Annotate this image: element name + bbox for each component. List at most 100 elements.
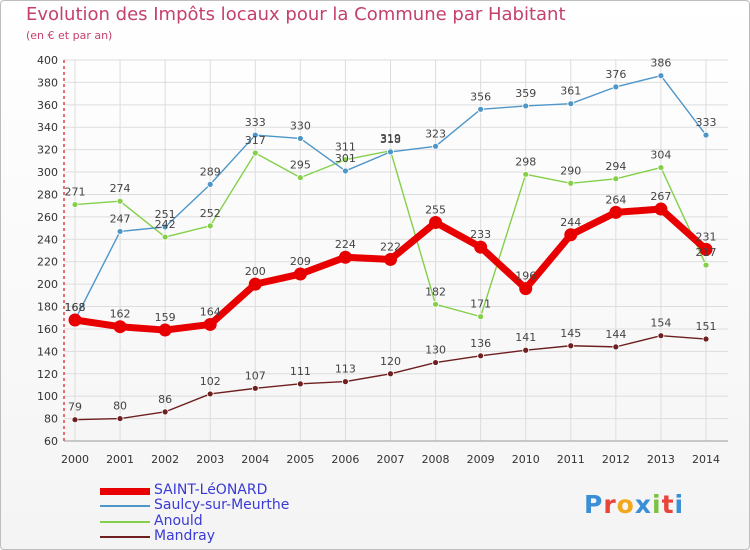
data-label: 311 — [335, 141, 356, 154]
data-point — [161, 233, 169, 241]
data-point — [296, 135, 304, 142]
data-point — [206, 180, 214, 188]
y-tick-label: 380 — [37, 76, 58, 89]
data-point — [657, 72, 665, 80]
data-point — [387, 148, 394, 156]
chart-subtitle: (en € et par an) — [26, 29, 113, 42]
data-point — [432, 300, 439, 308]
data-label: 168 — [65, 301, 86, 314]
data-label: 200 — [245, 265, 266, 278]
data-label: 141 — [515, 331, 536, 344]
data-label: 168 — [65, 301, 86, 314]
data-point — [116, 228, 124, 235]
data-label: 251 — [155, 208, 176, 221]
data-label: 151 — [696, 320, 717, 333]
data-point — [522, 346, 530, 354]
data-point — [567, 179, 575, 187]
x-tick-label: 2011 — [557, 453, 585, 466]
chart-title: Evolution des Impôts locaux pour la Comm… — [26, 4, 566, 25]
data-point — [251, 149, 259, 157]
y-tick-label: 360 — [37, 99, 58, 112]
data-point — [612, 175, 620, 183]
data-point — [702, 261, 710, 269]
data-point — [522, 170, 530, 178]
data-point — [158, 323, 172, 337]
data-point — [116, 197, 124, 205]
data-label: 86 — [158, 393, 172, 406]
data-label: 144 — [605, 328, 626, 341]
legend-swatch — [100, 521, 150, 523]
data-label: 356 — [470, 90, 491, 103]
x-tick-label: 2002 — [151, 453, 179, 466]
data-point — [477, 313, 485, 321]
y-tick-label: 160 — [37, 323, 58, 336]
data-point — [342, 156, 349, 164]
data-point — [161, 408, 169, 416]
data-point — [477, 352, 485, 360]
data-label: 222 — [380, 240, 401, 253]
y-tick-label: 200 — [37, 278, 58, 291]
x-tick-label: 2009 — [467, 453, 495, 466]
x-tick-label: 2000 — [61, 453, 89, 466]
proxiti-logo: Proxiti — [584, 490, 685, 519]
y-tick-label: 120 — [37, 368, 58, 381]
y-tick-label: 140 — [37, 345, 58, 358]
data-label: 333 — [245, 116, 266, 129]
data-label: 162 — [110, 308, 131, 321]
x-tick-label: 2008 — [422, 453, 450, 466]
y-tick-label: 340 — [37, 121, 58, 134]
data-point — [567, 342, 575, 350]
data-point — [474, 240, 488, 254]
data-point — [609, 205, 623, 219]
data-label: 333 — [696, 116, 717, 129]
data-label: 113 — [335, 363, 356, 376]
data-point — [432, 142, 439, 150]
data-label: 80 — [113, 400, 127, 413]
data-point — [113, 320, 127, 334]
data-label: 386 — [650, 57, 671, 70]
x-tick-label: 2012 — [602, 453, 630, 466]
data-label: 171 — [470, 298, 491, 311]
y-tick-label: 300 — [37, 166, 58, 179]
data-label: 298 — [515, 155, 536, 168]
data-point — [71, 201, 79, 208]
data-label: 120 — [380, 355, 401, 368]
data-point — [522, 102, 530, 110]
data-label: 290 — [560, 164, 581, 177]
y-tick-label: 320 — [37, 144, 58, 157]
data-point — [432, 359, 439, 366]
legend-swatch — [100, 505, 150, 507]
data-label: 224 — [335, 238, 356, 251]
y-tick-label: 220 — [37, 256, 58, 269]
data-point — [296, 174, 304, 182]
data-point — [384, 252, 397, 266]
data-point — [251, 131, 259, 139]
data-label: 182 — [425, 285, 446, 298]
data-point — [116, 415, 124, 422]
data-point — [206, 390, 214, 398]
data-point — [71, 416, 79, 424]
data-label: 136 — [470, 337, 491, 350]
data-label: 233 — [470, 228, 491, 241]
data-label: 217 — [696, 246, 717, 259]
data-label: 376 — [605, 68, 626, 81]
data-label: 323 — [425, 127, 446, 140]
data-point — [699, 242, 713, 256]
data-label: 247 — [110, 212, 131, 225]
data-point — [342, 167, 349, 175]
data-label: 154 — [650, 317, 671, 330]
data-point — [338, 250, 352, 264]
data-label: 111 — [290, 365, 311, 378]
data-point — [702, 335, 710, 343]
legend-label: Saulcy-sur-Meurthe — [154, 497, 290, 513]
y-tick-label: 60 — [44, 435, 58, 448]
data-label: 209 — [290, 255, 311, 268]
y-tick-label: 400 — [37, 54, 58, 67]
data-point — [702, 131, 710, 139]
data-label: 295 — [290, 159, 311, 172]
data-point — [251, 384, 259, 392]
data-label: 304 — [650, 149, 671, 162]
data-label: 361 — [560, 85, 581, 98]
